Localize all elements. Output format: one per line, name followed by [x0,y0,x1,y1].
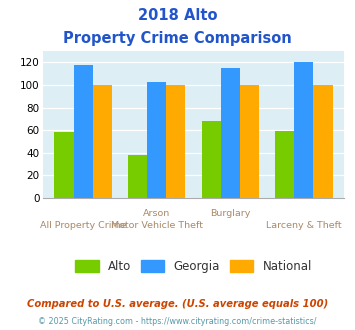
Text: © 2025 CityRating.com - https://www.cityrating.com/crime-statistics/: © 2025 CityRating.com - https://www.city… [38,317,317,326]
Legend: Alto, Georgia, National: Alto, Georgia, National [70,255,317,277]
Text: Property Crime Comparison: Property Crime Comparison [63,31,292,46]
Bar [73,65,93,198]
Text: Larceny & Theft: Larceny & Theft [266,220,342,230]
Text: Motor Vehicle Theft: Motor Vehicle Theft [111,220,203,230]
Bar [294,62,313,198]
Bar [128,155,147,198]
Text: Burglary: Burglary [210,209,251,218]
Text: Compared to U.S. average. (U.S. average equals 100): Compared to U.S. average. (U.S. average … [27,299,328,309]
Text: Arson: Arson [143,209,170,218]
Text: All Property Crime: All Property Crime [40,220,126,230]
Bar [147,82,166,198]
Bar [54,132,73,198]
Bar [313,85,333,198]
Bar [202,121,221,198]
Bar [275,131,294,198]
Bar [93,85,112,198]
Bar [221,68,240,198]
Bar [240,85,259,198]
Bar [166,85,185,198]
Text: 2018 Alto: 2018 Alto [138,8,217,23]
